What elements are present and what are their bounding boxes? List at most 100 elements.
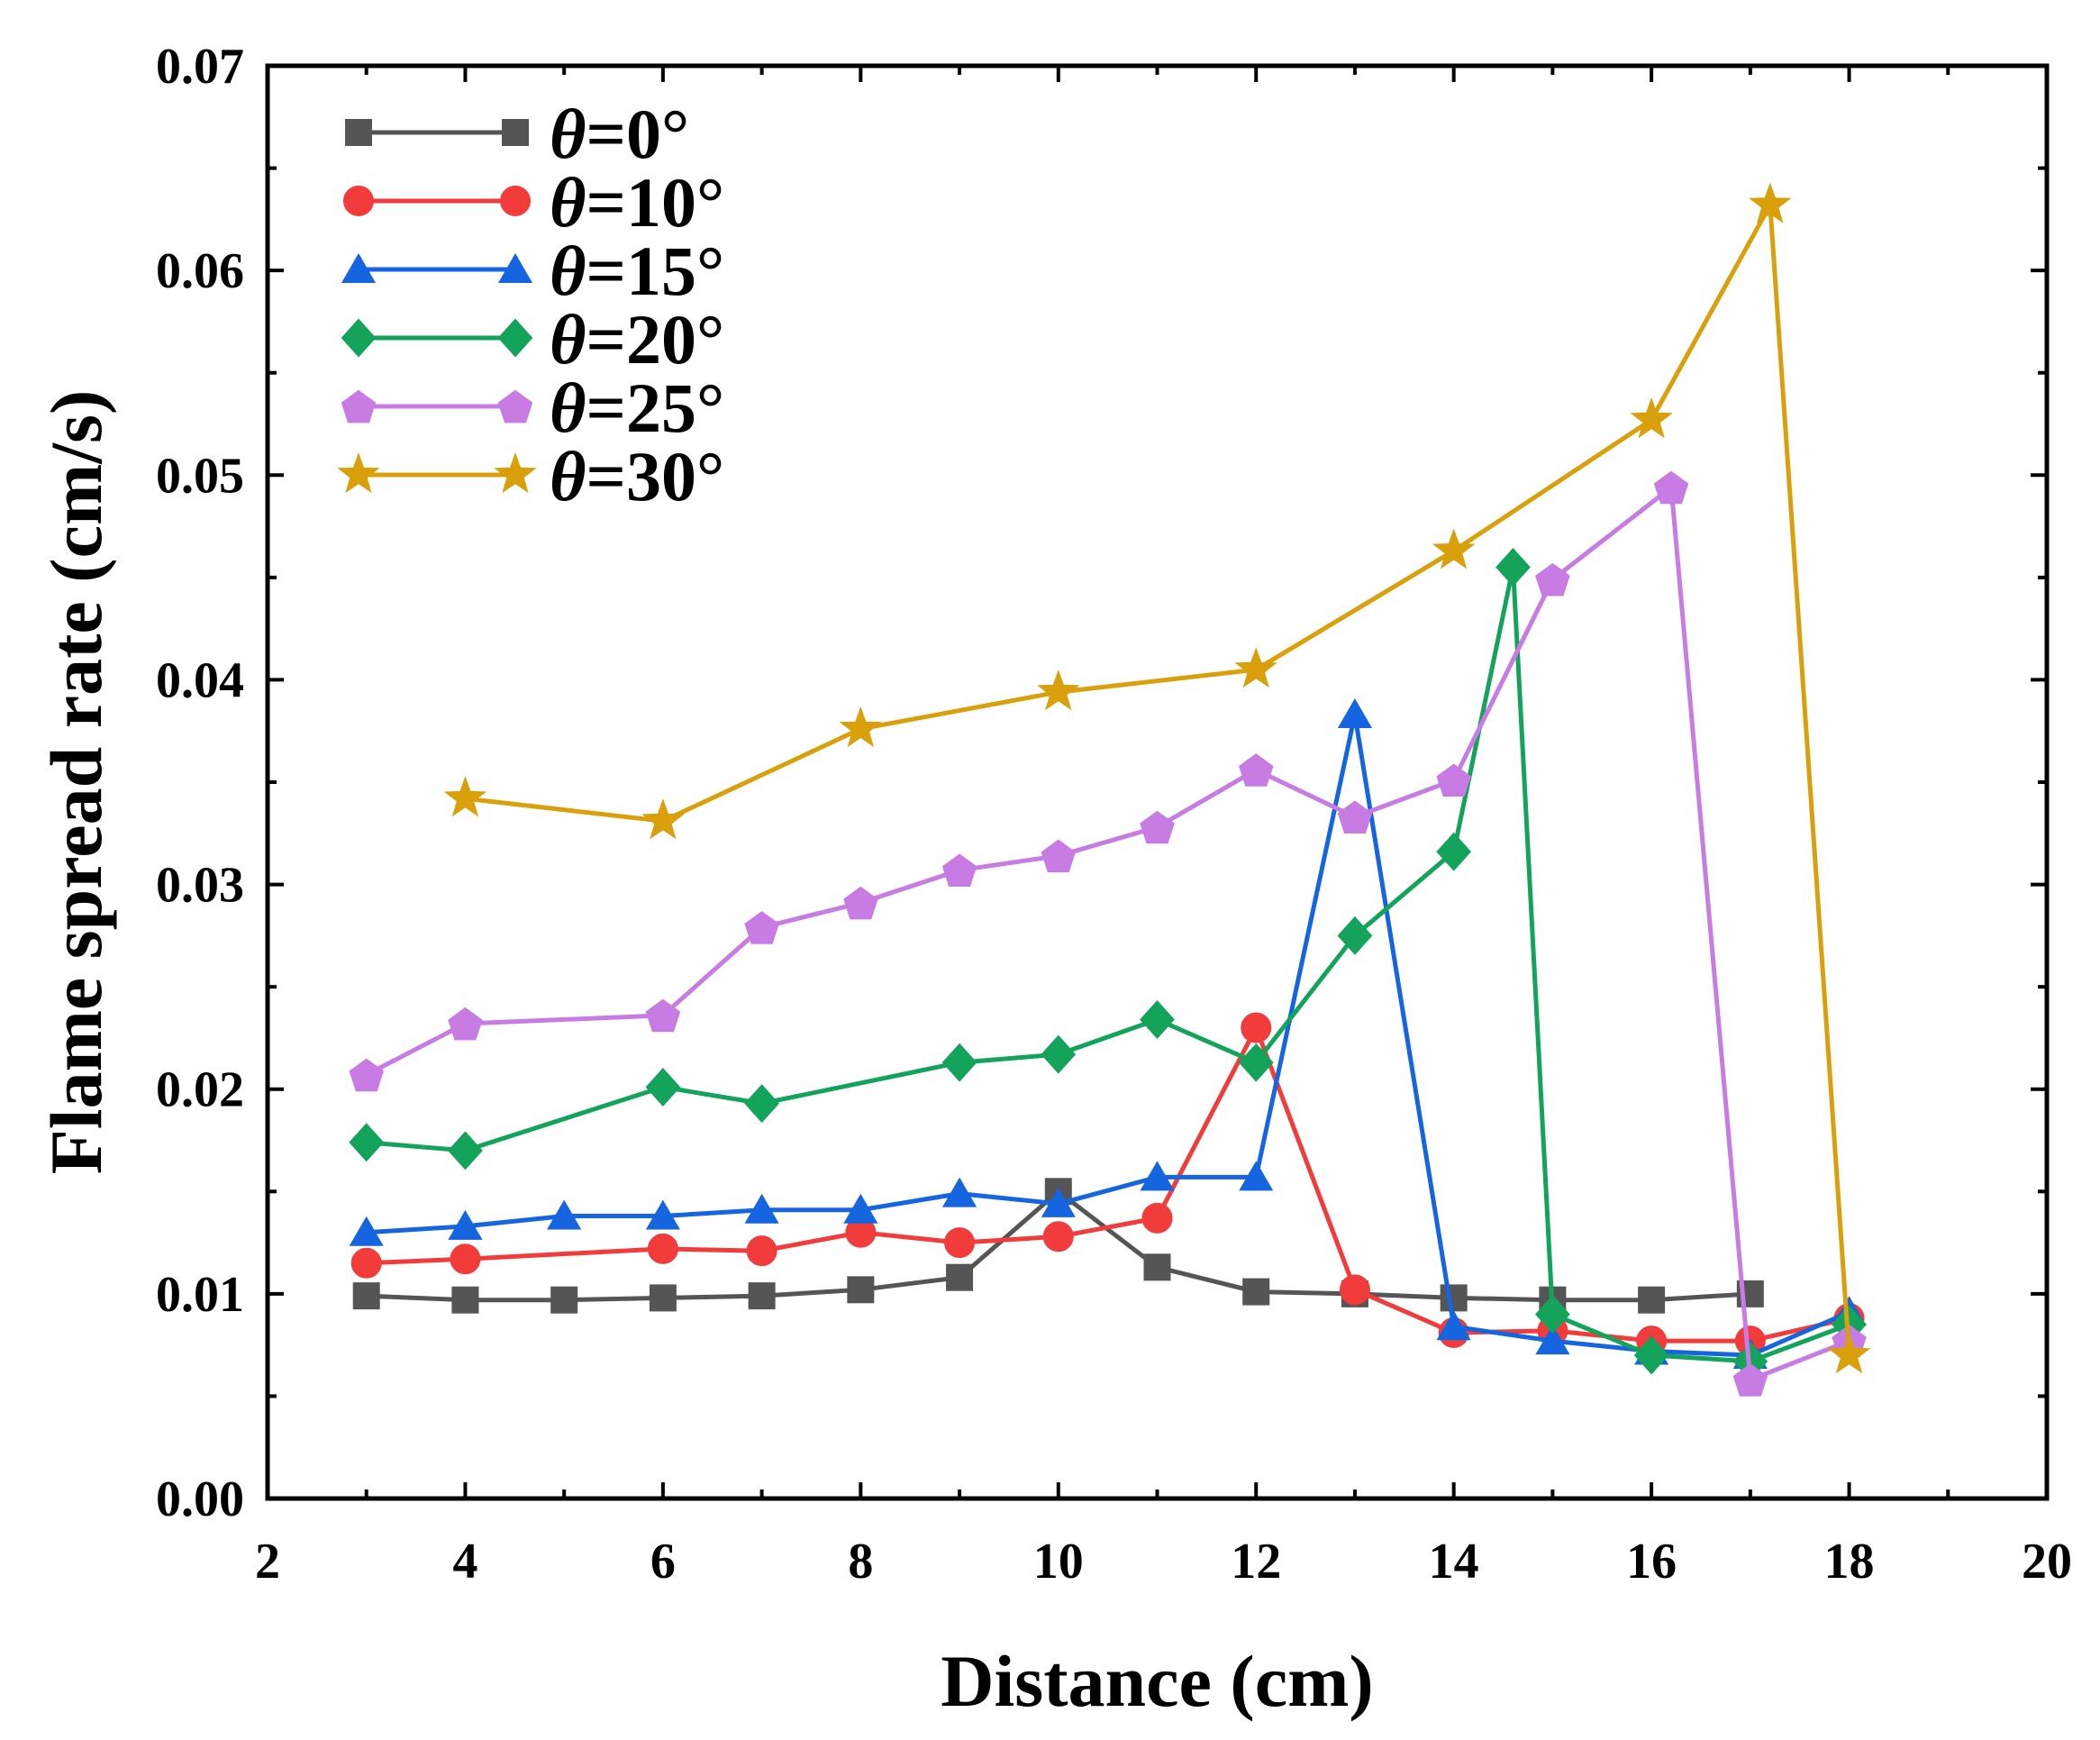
data-point — [1638, 1286, 1666, 1314]
data-point — [1749, 182, 1792, 223]
data-point — [843, 1193, 878, 1224]
data-point — [941, 853, 977, 887]
data-point — [1440, 1284, 1468, 1312]
data-point — [847, 1276, 875, 1304]
legend-marker — [502, 119, 529, 146]
data-point — [349, 1216, 384, 1246]
x-axis: 2 4 6 8 10 12 14 16 18 20 — [255, 66, 2072, 1590]
data-point — [1239, 753, 1274, 787]
data-point — [451, 1286, 479, 1314]
x-tick-label: 8 — [848, 1534, 873, 1590]
y-axis-title: Flame spread rate (cm/s) — [35, 390, 117, 1175]
data-point — [450, 1244, 481, 1275]
legend-marker — [341, 318, 377, 358]
legend-label: θ=0° — [550, 95, 689, 173]
data-point — [1143, 1253, 1171, 1281]
series-line — [366, 712, 1850, 1358]
x-tick-label: 20 — [2022, 1534, 2072, 1590]
data-point — [1242, 1278, 1270, 1306]
legend-label: θ=20° — [550, 300, 724, 378]
data-point — [448, 1209, 483, 1240]
y-tick-label: 0.07 — [156, 39, 244, 95]
plot-frame — [265, 63, 2050, 1501]
data-point — [641, 798, 685, 840]
legend-item-5: θ=30° — [337, 437, 725, 515]
y-tick-label: 0.06 — [156, 243, 244, 299]
data-point — [645, 998, 681, 1033]
legend-label-symbol: θ — [550, 163, 586, 241]
series-2 — [349, 698, 1867, 1369]
y-tick-label: 0.04 — [156, 652, 244, 708]
legend-item-3: θ=20° — [341, 300, 724, 378]
series-4 — [349, 470, 1867, 1397]
legend-marker — [497, 318, 533, 358]
data-point — [1827, 1333, 1871, 1374]
legend-label-value: =20° — [586, 300, 725, 378]
legend-label: θ=15° — [550, 232, 724, 310]
x-tick-label: 2 — [255, 1534, 280, 1590]
data-point — [1337, 800, 1373, 834]
data-point — [1630, 397, 1673, 439]
data-point — [744, 1193, 779, 1224]
legend-label-value: =30° — [586, 437, 725, 515]
data-point — [1234, 647, 1277, 688]
series-layer — [349, 182, 1871, 1397]
x-tick-label: 4 — [452, 1534, 477, 1590]
x-tick-label: 6 — [650, 1534, 676, 1590]
legend-item-4: θ=25° — [341, 369, 725, 447]
legend-label-symbol: θ — [550, 369, 586, 447]
y-tick-label: 0.05 — [156, 448, 244, 504]
data-point — [1140, 1161, 1175, 1191]
data-point — [1041, 839, 1076, 873]
data-point — [1337, 916, 1373, 955]
legend-label-value: =25° — [586, 369, 725, 447]
x-tick-label: 18 — [1824, 1534, 1875, 1590]
x-axis-title: Distance (cm) — [941, 1640, 1373, 1722]
legend-marker — [341, 389, 377, 424]
x-tick-label: 16 — [1626, 1534, 1677, 1590]
legend-item-1: θ=10° — [343, 163, 725, 241]
data-point — [1239, 1161, 1274, 1191]
data-point — [1238, 1043, 1274, 1082]
data-point — [748, 1282, 776, 1310]
data-point — [649, 1284, 677, 1312]
legend-item-2: θ=15° — [341, 232, 724, 310]
data-point — [443, 776, 487, 817]
legend-label-value: =15° — [586, 232, 725, 310]
data-point — [349, 1123, 385, 1162]
legend-label-symbol: θ — [550, 300, 586, 378]
data-point — [744, 1084, 779, 1124]
data-point — [352, 1282, 380, 1310]
data-point — [645, 1067, 681, 1107]
y-tick-label: 0.03 — [156, 858, 244, 914]
y-axis: 0.00 0.01 0.02 0.03 0.04 0.05 0.06 0.07 — [156, 39, 2047, 1527]
data-point — [448, 1007, 483, 1041]
legend-marker — [494, 452, 537, 494]
series-1 — [350, 1012, 1865, 1357]
data-point — [349, 1058, 384, 1092]
data-point — [1037, 670, 1080, 711]
legend-label-symbol: θ — [550, 95, 586, 173]
x-tick-label: 10 — [1033, 1534, 1084, 1590]
legend-marker — [343, 186, 374, 216]
data-point — [1337, 698, 1373, 728]
legend-label-symbol: θ — [550, 437, 586, 515]
legend-label-value: =10° — [586, 163, 725, 241]
data-point — [647, 1233, 678, 1264]
data-point — [744, 911, 779, 944]
data-point — [1432, 528, 1476, 569]
data-point — [645, 1199, 680, 1230]
data-point — [1140, 999, 1175, 1039]
data-point — [1042, 1221, 1074, 1253]
series-5 — [443, 182, 1871, 1374]
series-line — [365, 485, 1850, 1382]
data-point — [448, 1131, 483, 1171]
data-point — [1241, 1012, 1272, 1043]
data-point — [1633, 1335, 1669, 1375]
legend-item-0: θ=0° — [345, 95, 689, 173]
y-tick-label: 0.00 — [156, 1471, 244, 1527]
x-tick-label: 14 — [1429, 1534, 1479, 1590]
legend-marker — [500, 186, 531, 216]
data-point — [843, 886, 878, 920]
